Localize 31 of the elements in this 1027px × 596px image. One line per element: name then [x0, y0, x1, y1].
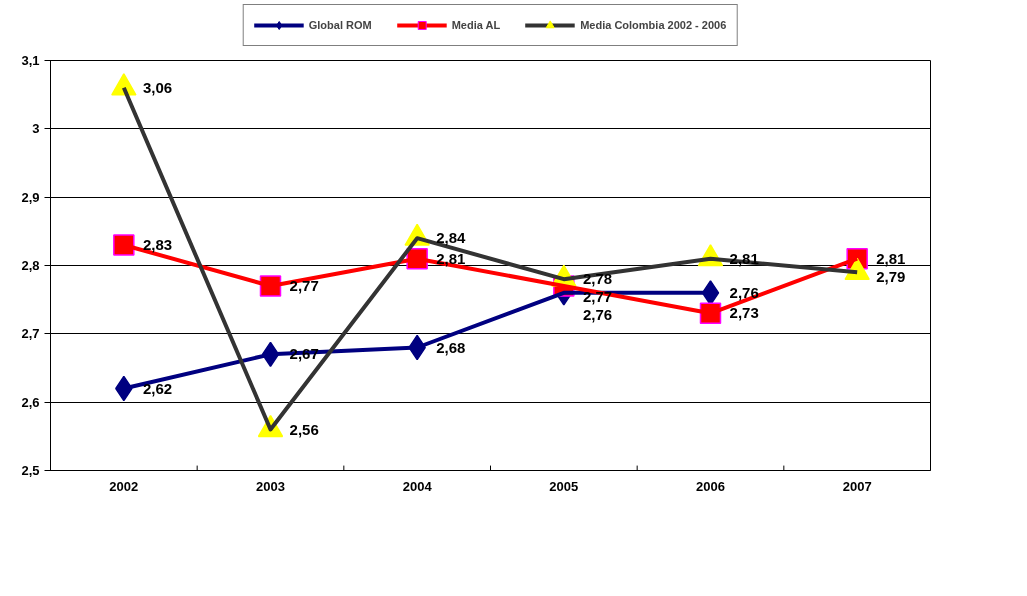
y-tick-label: 2,5 — [21, 463, 40, 478]
data-label: 2,76 — [729, 283, 759, 301]
point — [113, 234, 135, 256]
x-tick-label: 2002 — [109, 478, 139, 494]
legend-label: Media Colombia 2002 - 2006 — [580, 19, 727, 31]
y-tick-label: 3,1 — [21, 53, 40, 68]
y-tick-label: 3 — [32, 121, 40, 137]
x-tick-label: 2003 — [256, 478, 285, 494]
y-tick-label: 2,7 — [21, 326, 40, 342]
data-label: 2,81 — [436, 249, 466, 267]
data-label: 2,67 — [289, 345, 319, 363]
data-label: 2,77 — [289, 277, 319, 294]
data-label: 3,06 — [142, 78, 173, 96]
y-tick-label: 2,9 — [21, 189, 40, 205]
x-tick-label: 2006 — [696, 478, 725, 494]
data-label: 2,79 — [876, 267, 906, 285]
data-label: 2,73 — [729, 304, 759, 322]
data-label: 2,62 — [142, 379, 173, 397]
x-tick-label: 2005 — [549, 478, 579, 494]
data-label: 2,56 — [289, 420, 319, 438]
data-label: 2,84 — [436, 229, 467, 247]
legend-label: Media AL — [451, 19, 501, 31]
data-label: 2,81 — [876, 249, 906, 267]
data-label: 2,76 — [582, 306, 613, 324]
x-tick-label: 2007 — [842, 478, 872, 494]
data-label: 2,68 — [436, 338, 466, 356]
y-tick-label: 2,8 — [21, 258, 40, 273]
legend-label: Global ROM — [308, 19, 372, 31]
data-label: 2,83 — [142, 236, 173, 253]
x-tick-label: 2004 — [402, 478, 433, 494]
y-tick-label: 2,6 — [21, 394, 40, 410]
